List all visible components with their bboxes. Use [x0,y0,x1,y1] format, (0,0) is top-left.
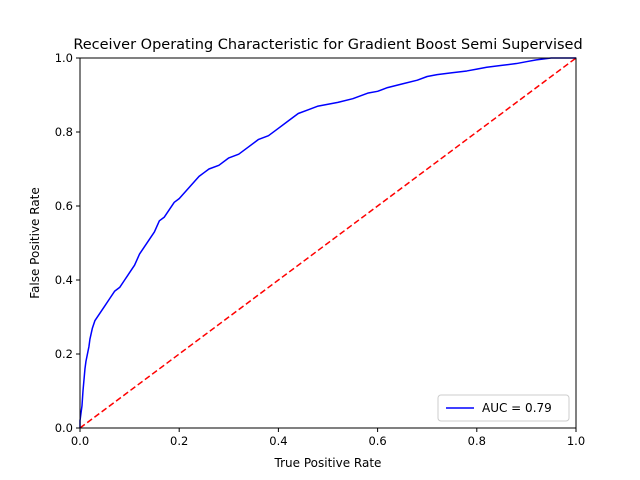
x-tick-label: 0.6 [368,434,386,448]
y-tick-label: 0.4 [55,273,73,287]
x-tick-label: 0.4 [269,434,287,448]
roc-curve-line [79,57,576,428]
chart-title: Receiver Operating Characteristic for Gr… [73,37,582,53]
x-tick-label: 0.8 [468,434,486,448]
plot-frame [79,57,577,429]
legend-label-roc-curve: AUC = 0.79 [482,401,552,415]
legend-box [437,394,570,422]
series-layer [79,57,577,429]
y-tick-label: 0.0 [55,421,73,435]
y-tick-label: 1.0 [55,51,73,65]
ticks-layer: 0.0 0.2 0.4 0.6 0.8 1.0 0.0 0.2 0.4 0.6 0.8 1.0 [55,51,585,448]
chance-diagonal-line [79,57,577,429]
y-tick-label: 0.2 [55,347,73,361]
x-axis-label: True Positive Rate [274,456,382,470]
y-tick-label: 0.8 [55,125,73,139]
x-tick-label: 1.0 [567,434,585,448]
y-axis-label: False Positive Rate [28,187,42,299]
legend: AUC = 0.79 [437,394,570,422]
y-tick-label: 0.6 [55,199,73,213]
x-tick-label: 0.0 [71,434,89,448]
x-tick-label: 0.2 [170,434,188,448]
